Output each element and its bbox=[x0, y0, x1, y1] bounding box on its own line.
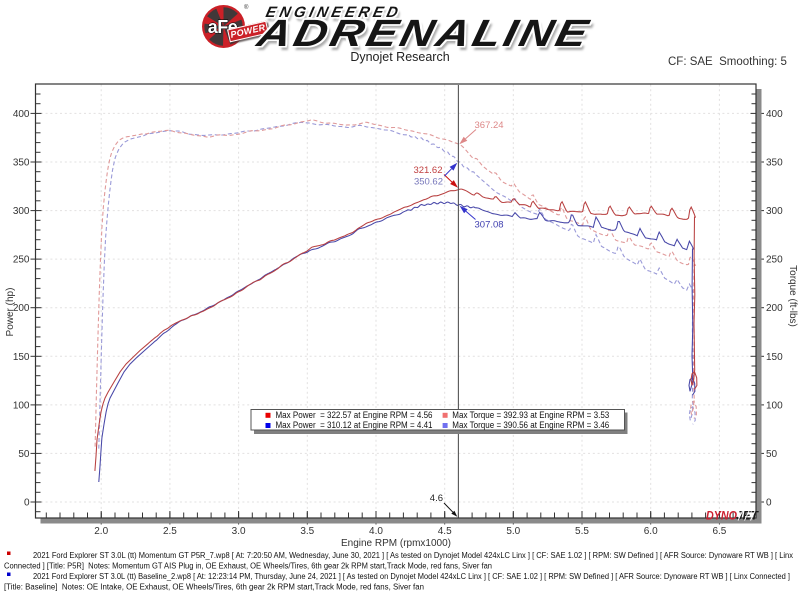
svg-text:307.08: 307.08 bbox=[475, 220, 504, 231]
svg-text:350.62: 350.62 bbox=[414, 177, 443, 188]
svg-text:6.0: 6.0 bbox=[644, 526, 658, 537]
svg-text:Power (hp): Power (hp) bbox=[5, 288, 16, 337]
svg-text:350: 350 bbox=[766, 158, 783, 169]
svg-text:Max Power = 310.12 at Engine: Max Power = 310.12 at Engine RPM = 4.41 bbox=[276, 420, 433, 430]
svg-text:4.6: 4.6 bbox=[430, 493, 443, 504]
svg-text:Max Torque = 390.56 at Engine: Max Torque = 390.56 at Engine RPM = 3.46 bbox=[452, 420, 609, 430]
svg-text:0: 0 bbox=[766, 498, 772, 509]
svg-text:5.5: 5.5 bbox=[575, 526, 589, 537]
svg-text:0: 0 bbox=[24, 498, 30, 509]
svg-text:Max Power = 322.57 at Engine: Max Power = 322.57 at Engine RPM = 4.56 bbox=[276, 410, 433, 420]
svg-text:2.5: 2.5 bbox=[163, 526, 177, 537]
svg-text:150: 150 bbox=[766, 352, 783, 363]
svg-text:400: 400 bbox=[766, 109, 783, 120]
svg-text:300: 300 bbox=[766, 206, 783, 217]
svg-text:2.0: 2.0 bbox=[94, 526, 108, 537]
svg-text:50: 50 bbox=[766, 449, 778, 460]
svg-text:2021 Ford Explorer ST 3.0L (tt: 2021 Ford Explorer ST 3.0L (tt) Baseline… bbox=[33, 572, 790, 581]
svg-text:4.5: 4.5 bbox=[438, 526, 452, 537]
svg-text:300: 300 bbox=[13, 206, 30, 217]
svg-text:5.0: 5.0 bbox=[506, 526, 520, 537]
svg-text:Torque (ft-lbs): Torque (ft-lbs) bbox=[787, 265, 798, 327]
svg-text:Connected ] [Title: P5R] Note: Connected ] [Title: P5R] Notes: Momentum… bbox=[4, 562, 492, 571]
svg-text:367.24: 367.24 bbox=[475, 120, 504, 131]
svg-text:321.62: 321.62 bbox=[413, 165, 442, 176]
svg-text:150: 150 bbox=[13, 352, 30, 363]
svg-text:100: 100 bbox=[13, 400, 30, 411]
svg-text:200: 200 bbox=[766, 303, 783, 314]
svg-text:2021 Ford Explorer ST 3.0L (tt: 2021 Ford Explorer ST 3.0L (tt) Momentum… bbox=[33, 551, 793, 560]
svg-text:50: 50 bbox=[18, 449, 30, 460]
svg-text:200: 200 bbox=[13, 303, 30, 314]
svg-text:3.5: 3.5 bbox=[300, 526, 314, 537]
svg-text:100: 100 bbox=[766, 400, 783, 411]
svg-text:4.0: 4.0 bbox=[369, 526, 383, 537]
svg-text:Engine RPM (rpmx1000): Engine RPM (rpmx1000) bbox=[341, 538, 451, 549]
svg-text:3.0: 3.0 bbox=[232, 526, 246, 537]
svg-text:250: 250 bbox=[13, 255, 30, 266]
svg-text:Max Torque = 392.93 at Engine: Max Torque = 392.93 at Engine RPM = 3.53 bbox=[452, 410, 609, 420]
svg-text:400: 400 bbox=[13, 109, 30, 120]
svg-text:DYNO: DYNO bbox=[706, 511, 737, 523]
svg-text:[Title: Baseline] Notes: OE I: [Title: Baseline] Notes: OE Intake, OE E… bbox=[4, 583, 424, 592]
svg-text:350: 350 bbox=[13, 158, 30, 169]
svg-text:250: 250 bbox=[766, 255, 783, 266]
svg-text:6.5: 6.5 bbox=[712, 526, 726, 537]
